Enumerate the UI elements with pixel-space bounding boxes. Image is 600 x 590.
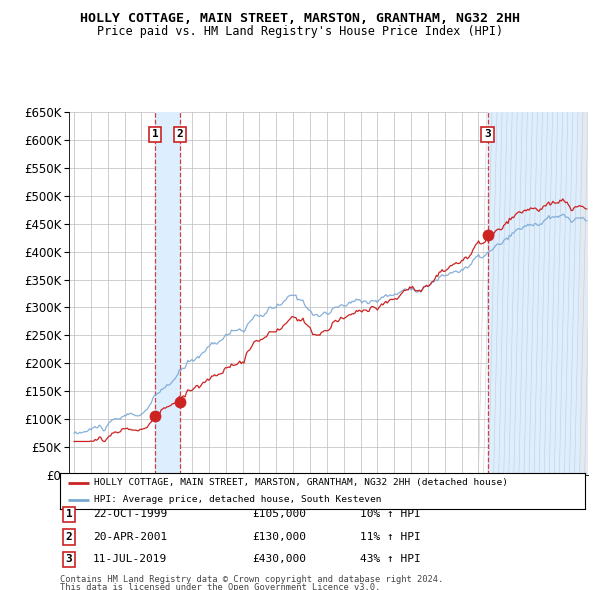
- Text: HOLLY COTTAGE, MAIN STREET, MARSTON, GRANTHAM, NG32 2HH: HOLLY COTTAGE, MAIN STREET, MARSTON, GRA…: [80, 12, 520, 25]
- Text: Price paid vs. HM Land Registry's House Price Index (HPI): Price paid vs. HM Land Registry's House …: [97, 25, 503, 38]
- Text: 2: 2: [177, 129, 184, 139]
- Text: 11% ↑ HPI: 11% ↑ HPI: [360, 532, 421, 542]
- Text: £130,000: £130,000: [252, 532, 306, 542]
- Bar: [488, 112, 588, 475]
- Text: £105,000: £105,000: [252, 510, 306, 519]
- Text: 43% ↑ HPI: 43% ↑ HPI: [360, 555, 421, 564]
- Text: This data is licensed under the Open Government Licence v3.0.: This data is licensed under the Open Gov…: [60, 583, 380, 590]
- Polygon shape: [580, 112, 588, 475]
- Text: 1: 1: [152, 129, 158, 139]
- Text: 11-JUL-2019: 11-JUL-2019: [93, 555, 167, 564]
- Text: 20-APR-2001: 20-APR-2001: [93, 532, 167, 542]
- Text: 3: 3: [484, 129, 491, 139]
- Text: 1: 1: [65, 510, 73, 519]
- Text: 22-OCT-1999: 22-OCT-1999: [93, 510, 167, 519]
- Text: 3: 3: [65, 555, 73, 564]
- Text: £430,000: £430,000: [252, 555, 306, 564]
- Bar: [155, 112, 180, 475]
- Text: 2: 2: [65, 532, 73, 542]
- Text: HOLLY COTTAGE, MAIN STREET, MARSTON, GRANTHAM, NG32 2HH (detached house): HOLLY COTTAGE, MAIN STREET, MARSTON, GRA…: [94, 478, 508, 487]
- Text: HPI: Average price, detached house, South Kesteven: HPI: Average price, detached house, Sout…: [94, 495, 382, 504]
- Text: Contains HM Land Registry data © Crown copyright and database right 2024.: Contains HM Land Registry data © Crown c…: [60, 575, 443, 584]
- Text: 10% ↑ HPI: 10% ↑ HPI: [360, 510, 421, 519]
